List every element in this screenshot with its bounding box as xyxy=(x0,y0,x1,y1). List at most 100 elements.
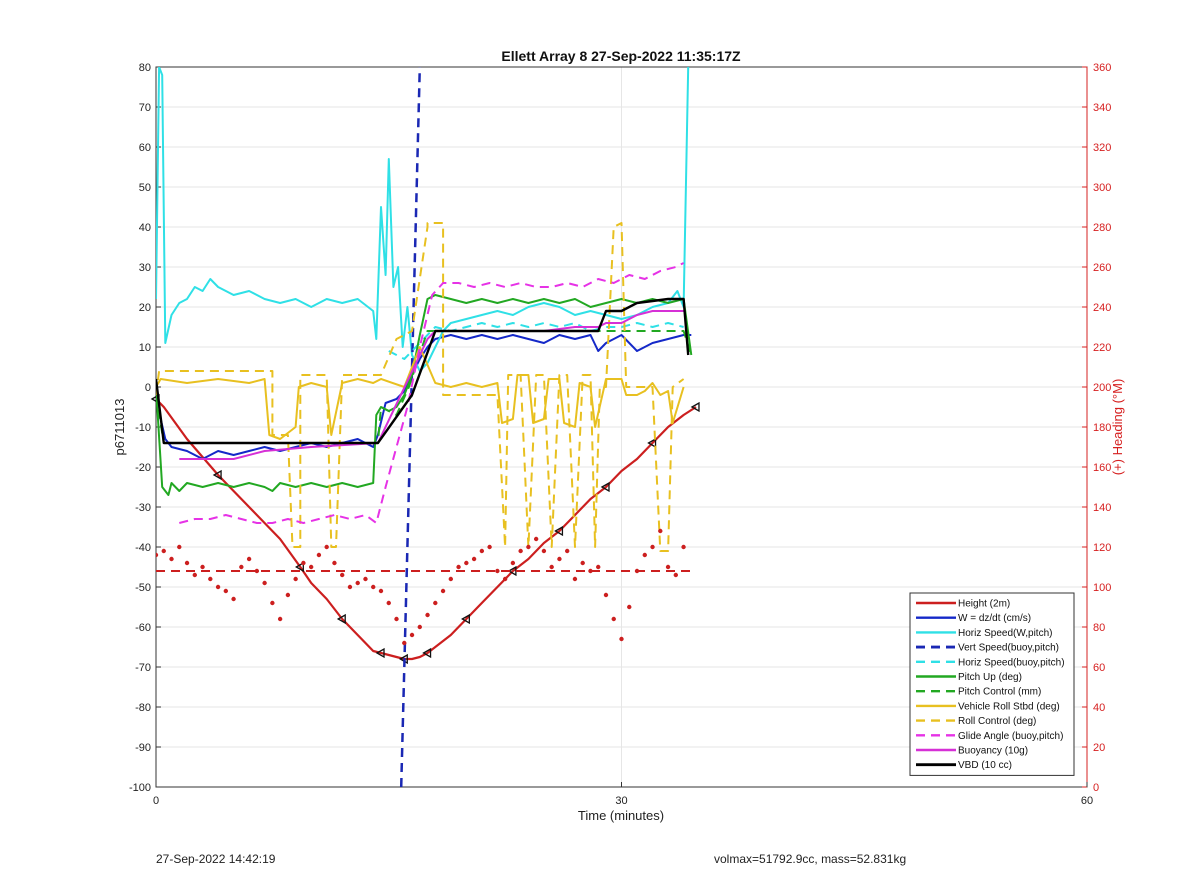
y-right-tick-label: 180 xyxy=(1093,422,1111,434)
series-13-point xyxy=(433,600,438,606)
legend-entry: Vert Speed(buoy,pitch) xyxy=(958,643,1059,654)
y-tick-label: -60 xyxy=(135,622,151,634)
y-tick-label: -70 xyxy=(135,662,151,674)
legend-entry: Pitch Control (mm) xyxy=(958,687,1041,698)
series-13-point xyxy=(215,584,221,590)
y-tick-label: 60 xyxy=(139,142,151,154)
series-3-line xyxy=(399,67,422,787)
y-tick-label: -10 xyxy=(135,422,151,434)
series-13-point xyxy=(347,584,353,590)
legend-entry: W = dz/dt (cm/s) xyxy=(958,613,1031,624)
y-tick-label: 20 xyxy=(139,302,151,314)
legend-entry: VBD (10 cc) xyxy=(958,760,1012,771)
series-13-point xyxy=(184,560,190,566)
series-5-line xyxy=(156,294,693,496)
series-13-point xyxy=(316,552,322,558)
y-tick-label: 50 xyxy=(139,182,151,194)
footer-timestamp: 27-Sep-2022 14:42:19 xyxy=(156,852,276,866)
legend-entry: Height (2m) xyxy=(958,599,1010,610)
y-tick-label: 0 xyxy=(145,382,151,394)
x-tick-label: 60 xyxy=(1081,795,1093,807)
series-13-point xyxy=(518,548,523,554)
series-13-point xyxy=(363,576,368,582)
series-13-point xyxy=(588,568,593,574)
series-13-point xyxy=(650,544,655,550)
legend-entry: Horiz Speed(W,pitch) xyxy=(958,628,1052,639)
series-0-marker xyxy=(461,613,470,625)
series-13-point xyxy=(596,564,601,570)
series-13-point xyxy=(340,572,345,578)
series-13-point xyxy=(681,544,686,550)
series-13-point xyxy=(409,632,415,638)
series-13-point xyxy=(665,564,671,570)
series-8-line xyxy=(156,222,685,552)
legend-entry: Horiz Speed(buoy,pitch) xyxy=(958,657,1065,668)
series-13-point xyxy=(231,596,236,602)
series-13-point xyxy=(177,544,182,550)
series-13-point xyxy=(564,548,570,554)
y-right-tick-label: 60 xyxy=(1093,662,1105,674)
series-13-point xyxy=(301,560,306,566)
series-13-point xyxy=(161,548,166,554)
series-13-point xyxy=(332,560,337,566)
series-13-point xyxy=(371,584,376,590)
y-tick-label: 10 xyxy=(139,342,151,354)
series-13-point xyxy=(246,556,252,562)
y-right-tick-label: 80 xyxy=(1093,622,1105,634)
series-13-point xyxy=(456,564,461,570)
series-13-point xyxy=(285,592,291,598)
y-right-tick-label: 340 xyxy=(1093,102,1111,114)
y-tick-label: -100 xyxy=(129,782,151,794)
series-13-point xyxy=(611,616,616,622)
plot-area: -100-90-80-70-60-50-40-30-20-10010203040… xyxy=(129,62,1111,807)
series-13-point xyxy=(254,568,260,574)
series-13-point xyxy=(557,556,562,562)
y-tick-label: 80 xyxy=(139,62,151,74)
series-13-point xyxy=(355,580,360,586)
series-13-point xyxy=(192,572,197,578)
series-0-marker xyxy=(600,481,610,493)
series-13-point xyxy=(634,568,640,574)
y-axis-label-right: (+) Heading (°M) xyxy=(1110,379,1125,476)
series-0-marker xyxy=(375,647,385,659)
series-13-point xyxy=(169,556,174,562)
legend-entry: Buoyancy (10g) xyxy=(958,746,1028,757)
series-13-point xyxy=(223,588,229,594)
series-13-point xyxy=(156,552,159,558)
series-13-point xyxy=(293,576,298,582)
series-13-point xyxy=(448,576,454,582)
series-13-point xyxy=(394,616,399,622)
series-13-point xyxy=(549,564,554,570)
legend-box xyxy=(909,592,1075,776)
series-11-line xyxy=(156,297,690,445)
y-tick-label: -20 xyxy=(135,462,151,474)
y-tick-label: 70 xyxy=(139,102,151,114)
series-0-marker xyxy=(212,469,222,481)
series-13-point xyxy=(471,556,477,562)
series-13-point xyxy=(262,580,267,586)
series-13-point xyxy=(526,544,531,550)
series-0-marker xyxy=(690,401,700,413)
y-right-tick-label: 40 xyxy=(1093,702,1105,714)
series-13-point xyxy=(324,544,329,550)
series-13-point xyxy=(510,560,516,566)
y-axis-label: p6711013 xyxy=(112,399,127,456)
series-13-point xyxy=(277,616,283,622)
legend-entry: Pitch Up (deg) xyxy=(958,672,1022,683)
y-right-tick-label: 20 xyxy=(1093,742,1105,754)
series-13-point xyxy=(673,572,679,578)
y-right-tick-label: 220 xyxy=(1093,342,1111,354)
legend-entry: Glide Angle (buoy,pitch) xyxy=(958,731,1063,742)
series-13-point xyxy=(440,588,446,594)
legend-entry: Roll Control (deg) xyxy=(958,716,1036,727)
series-13-point xyxy=(627,604,632,610)
series-13-point xyxy=(479,548,485,554)
series-13-point xyxy=(464,560,469,566)
series-13-point xyxy=(533,536,539,542)
series-9-line xyxy=(179,262,685,524)
series-7-line xyxy=(156,346,685,440)
series-0-marker xyxy=(422,647,432,659)
series-13-point xyxy=(502,576,508,582)
x-axis-label: Time (minutes) xyxy=(578,808,664,823)
y-right-tick-label: 160 xyxy=(1093,462,1111,474)
